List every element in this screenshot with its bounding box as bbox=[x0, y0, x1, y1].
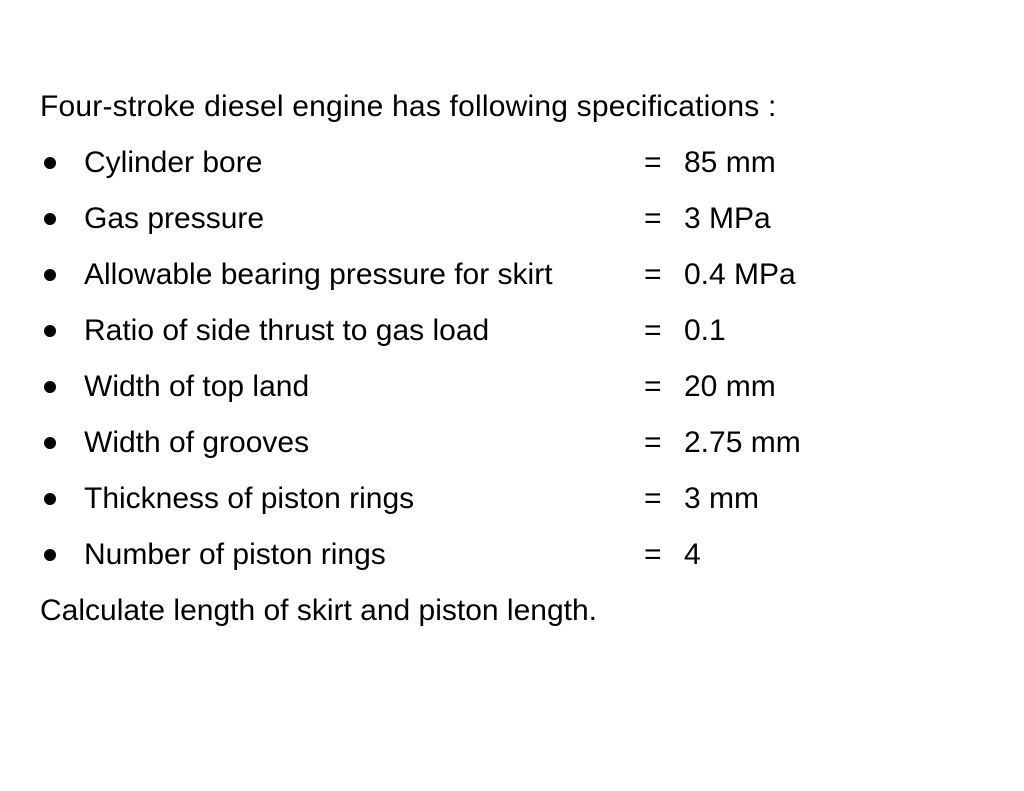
bullet-icon bbox=[44, 549, 56, 561]
equals-sign: = bbox=[644, 258, 684, 292]
bullet-icon bbox=[44, 157, 56, 169]
spec-value: 20 mm bbox=[684, 370, 776, 404]
spec-row: Number of piston rings = 4 bbox=[40, 538, 984, 572]
spec-row: Width of top land = 20 mm bbox=[40, 370, 984, 404]
spec-value: 0.1 bbox=[684, 314, 726, 348]
spec-label: Width of grooves bbox=[84, 426, 644, 460]
equals-sign: = bbox=[644, 146, 684, 180]
intro-text: Four-stroke diesel engine has following … bbox=[40, 90, 984, 124]
bullet-icon bbox=[44, 213, 56, 225]
spec-label: Width of top land bbox=[84, 370, 644, 404]
equals-sign: = bbox=[644, 426, 684, 460]
document-page: Four-stroke diesel engine has following … bbox=[0, 0, 1024, 668]
spec-value: 85 mm bbox=[684, 146, 776, 180]
spec-label: Number of piston rings bbox=[84, 538, 644, 572]
spec-value: 2.75 mm bbox=[684, 426, 801, 460]
spec-label: Gas pressure bbox=[84, 202, 644, 236]
bullet-icon bbox=[44, 325, 56, 337]
spec-row: Width of grooves = 2.75 mm bbox=[40, 426, 984, 460]
spec-label: Cylinder bore bbox=[84, 146, 644, 180]
spec-row: Ratio of side thrust to gas load = 0.1 bbox=[40, 314, 984, 348]
spec-label: Thickness of piston rings bbox=[84, 482, 644, 516]
spec-value: 0.4 MPa bbox=[684, 258, 796, 292]
bullet-icon bbox=[44, 381, 56, 393]
equals-sign: = bbox=[644, 202, 684, 236]
spec-value: 3 MPa bbox=[684, 202, 771, 236]
equals-sign: = bbox=[644, 482, 684, 516]
spec-label: Allowable bearing pressure for skirt bbox=[84, 258, 644, 292]
spec-value: 3 mm bbox=[684, 482, 759, 516]
equals-sign: = bbox=[644, 314, 684, 348]
equals-sign: = bbox=[644, 370, 684, 404]
spec-value: 4 bbox=[684, 538, 701, 572]
bullet-icon bbox=[44, 269, 56, 281]
outro-text: Calculate length of skirt and piston len… bbox=[40, 594, 984, 628]
spec-label: Ratio of side thrust to gas load bbox=[84, 314, 644, 348]
spec-row: Thickness of piston rings = 3 mm bbox=[40, 482, 984, 516]
spec-row: Allowable bearing pressure for skirt = 0… bbox=[40, 258, 984, 292]
spec-row: Cylinder bore = 85 mm bbox=[40, 146, 984, 180]
equals-sign: = bbox=[644, 538, 684, 572]
spec-row: Gas pressure = 3 MPa bbox=[40, 202, 984, 236]
bullet-icon bbox=[44, 437, 56, 449]
bullet-icon bbox=[44, 493, 56, 505]
